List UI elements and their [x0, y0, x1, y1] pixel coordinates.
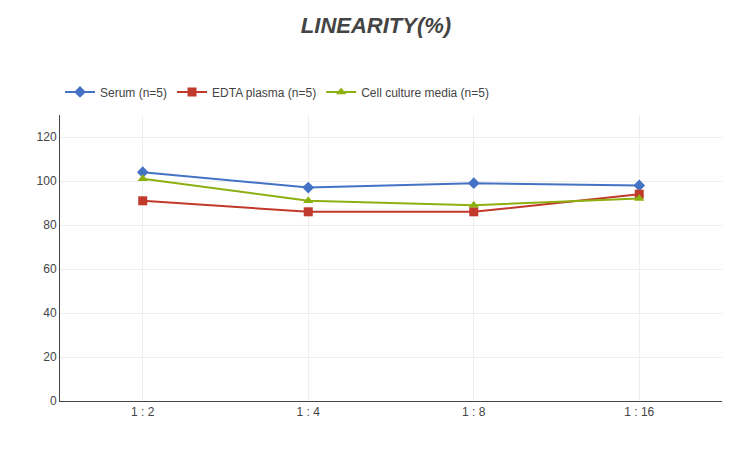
svg-text:Serum (n=5): Serum (n=5)	[100, 86, 167, 100]
svg-text:Cell culture media (n=5): Cell culture media (n=5)	[361, 86, 489, 100]
svg-text:1 : 16: 1 : 16	[624, 405, 654, 419]
svg-text:0: 0	[50, 394, 57, 408]
svg-text:40: 40	[43, 306, 57, 320]
svg-text:20: 20	[43, 350, 57, 364]
svg-text:1 : 8: 1 : 8	[462, 405, 486, 419]
svg-text:80: 80	[43, 218, 57, 232]
svg-text:60: 60	[43, 262, 57, 276]
svg-text:LINEARITY(%): LINEARITY(%)	[301, 13, 451, 38]
svg-text:1 : 4: 1 : 4	[297, 405, 321, 419]
svg-text:EDTA plasma (n=5): EDTA plasma (n=5)	[212, 86, 316, 100]
svg-text:120: 120	[37, 130, 57, 144]
svg-text:100: 100	[37, 174, 57, 188]
svg-text:1 : 2: 1 : 2	[131, 405, 155, 419]
